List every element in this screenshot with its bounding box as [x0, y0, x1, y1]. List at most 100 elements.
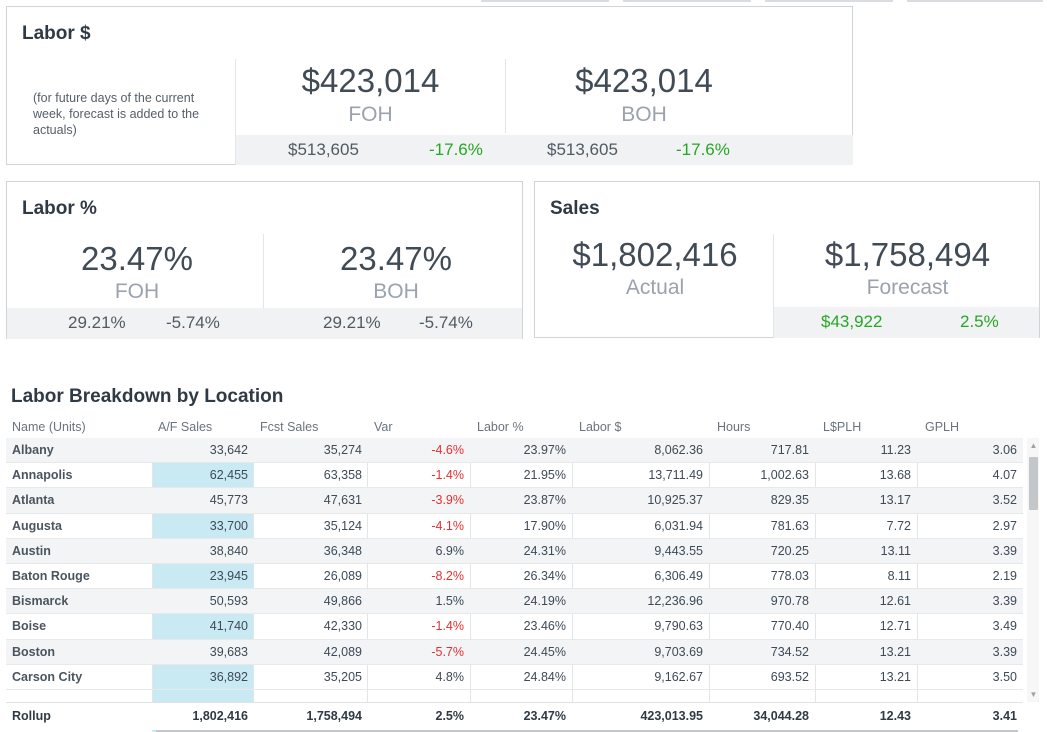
var-cell: 4.8%	[435, 669, 465, 684]
labor-percent-cell: 17.90%	[523, 518, 566, 533]
labor-dollars-cell: 9,162.67	[654, 669, 703, 684]
af-sales-cell: 62,455	[209, 468, 248, 483]
fcst-sales-cell: 42,330	[323, 619, 362, 634]
labor-percent-cell: 21.95%	[523, 468, 566, 483]
labor-percent-cell: 24.19%	[523, 594, 566, 609]
col-header-lsplh[interactable]: L$PLH	[823, 420, 862, 434]
col-header-labor-dollars[interactable]: Labor $	[579, 420, 622, 434]
column-separator	[152, 438, 153, 708]
var-cell: -8.2%	[431, 569, 464, 583]
table-row[interactable]: Austin 38,840 36,348 6.9% 24.31% 9,443.55 720.…	[6, 538, 1023, 564]
sales-title: Sales	[550, 198, 600, 219]
scroll-down-icon[interactable]: ▼	[1029, 690, 1038, 699]
af-sales-cell: 23,945	[209, 569, 248, 583]
vertical-scrollbar[interactable]: ▲ ▼	[1027, 438, 1039, 702]
top-tab-stub[interactable]	[907, 0, 1043, 2]
boh-labor-dollars-value: $423,014	[575, 62, 713, 99]
divider	[505, 59, 506, 133]
af-sales-cell: 41,740	[209, 619, 248, 634]
labor-percent-cell: 23.87%	[523, 493, 566, 508]
top-tab-stub[interactable]	[623, 0, 751, 2]
col-header-var[interactable]: Var	[374, 420, 393, 434]
hours-cell: 720.25	[770, 543, 809, 558]
labor-dollars-cell: 13,711.49	[648, 468, 703, 483]
sales-difference-percent: 2.5%	[960, 312, 999, 331]
column-separator	[917, 438, 918, 708]
sales-actual-value: $1,802,416	[572, 236, 738, 273]
lsplh-cell: 13.21	[879, 644, 911, 659]
labor-percent-cell: 24.84%	[523, 669, 566, 684]
labor-percent-cell: 26.34%	[523, 569, 566, 583]
table-row[interactable]: Augusta 33,700 35,124 -4.1% 17.90% 6,031.94 78…	[6, 514, 1023, 539]
labor-percent-cell: 24.31%	[523, 543, 566, 558]
var-cell: 1.5%	[435, 594, 465, 609]
rollup-lsplh: 12.43	[879, 709, 911, 723]
labor-dollars-cell: 9,790.63	[654, 619, 703, 634]
col-header-af-sales[interactable]: A/F Sales	[158, 420, 213, 434]
foh-label: FOH	[114, 280, 160, 303]
col-header-gplh[interactable]: GPLH	[925, 420, 960, 434]
labor-percent-card: Labor % 23.47% FOH 23.47% BOH 29.21% -5.…	[6, 181, 523, 339]
foh-label: FOH	[348, 103, 393, 126]
labor-dollars-title: Labor $	[22, 23, 91, 44]
top-tab-stub[interactable]	[765, 0, 893, 2]
scroll-up-icon[interactable]: ▲	[1029, 441, 1038, 450]
hours-cell: 734.52	[770, 644, 809, 659]
table-row[interactable]: Atlanta 45,773 47,631 -3.9% 23.87% 10,925.37 8…	[6, 488, 1023, 514]
boh-label: BOH	[373, 280, 419, 303]
boh-labor-percent-value: 23.47%	[340, 240, 452, 277]
foh-compare-value: 29.21%	[68, 313, 126, 332]
labor-breakdown-table: Name (Units) A/F Sales Fcst Sales Var La…	[6, 417, 1041, 732]
location-name: Austin	[12, 543, 51, 558]
table-row[interactable]: Annapolis 62,455 63,358 -1.4% 21.95% 13,711.4…	[6, 463, 1023, 489]
var-cell: -4.1%	[431, 518, 464, 533]
table-row[interactable]: Albany 33,642 35,274 -4.6% 23.97% 8,062.36 717…	[6, 438, 1023, 464]
labor-dollars-cell: 9,443.55	[654, 543, 703, 558]
sales-actual-label: Actual	[625, 276, 685, 299]
column-separator	[367, 438, 368, 708]
table-row[interactable]: Boise 41,740 42,330 -1.4% 23.46% 9,790.63 770.…	[6, 614, 1023, 640]
lsplh-cell: 12.71	[879, 619, 911, 634]
labor-dollars-cell: 10,925.37	[647, 493, 703, 508]
lsplh-cell: 13.11	[880, 543, 911, 558]
col-header-hours[interactable]: Hours	[717, 420, 751, 434]
location-name: Baton Rouge	[12, 569, 90, 583]
gplh-cell: 3.52	[992, 493, 1017, 508]
column-separator	[253, 438, 254, 708]
location-name: Albany	[12, 443, 54, 457]
var-cell: 6.9%	[435, 543, 465, 558]
table-row[interactable]: Boston 39,683 42,089 -5.7% 24.45% 9,703.69 734…	[6, 639, 1023, 665]
table-row[interactable]: Baton Rouge 23,945 26,089 -8.2% 26.34% 6,306.…	[6, 564, 1023, 590]
af-sales-cell: 33,700	[209, 518, 248, 533]
rollup-hours: 34,044.28	[753, 709, 809, 723]
lsplh-cell: 8.11	[887, 569, 911, 583]
var-cell: -1.4%	[431, 468, 464, 483]
sales-card: Sales $1,802,416 Actual $1,758,494 Forec…	[534, 181, 1040, 338]
hours-cell: 1,002.63	[760, 468, 809, 483]
lsplh-cell: 12.61	[879, 594, 911, 609]
top-tab-stub[interactable]	[481, 0, 609, 2]
af-sales-cell: 50,593	[209, 594, 248, 609]
foh-variance: -5.74%	[166, 313, 220, 332]
af-sales-cell: 45,773	[209, 493, 248, 508]
gplh-cell: 4.07	[992, 468, 1017, 483]
labor-dollars-card: Labor $ (for future days of the current …	[6, 6, 853, 165]
labor-dollars-cell: 12,236.96	[647, 594, 703, 609]
fcst-sales-cell: 26,089	[323, 569, 362, 583]
af-sales-highlight-column	[152, 438, 253, 732]
fcst-sales-cell: 47,631	[323, 493, 362, 508]
horizontal-scrollbar[interactable]	[156, 730, 1018, 732]
labor-percent-cell: 23.97%	[523, 443, 566, 457]
foh-compare-value: $513,605	[288, 140, 359, 159]
column-separator	[572, 438, 573, 708]
boh-compare-value: 29.21%	[323, 313, 381, 332]
boh-label: BOH	[621, 103, 667, 126]
forecast-note: (for future days of the current week, fo…	[33, 91, 200, 137]
table-row[interactable]: Bismarck 50,593 49,866 1.5% 24.19% 12,236.96 9…	[6, 589, 1023, 615]
table-row[interactable]: Carson City 36,892 35,205 4.8% 24.84% 9,162.6…	[6, 665, 1023, 690]
rollup-af-sales: 1,802,416	[192, 709, 248, 723]
col-header-name[interactable]: Name (Units)	[12, 420, 86, 434]
col-header-fcst-sales[interactable]: Fcst Sales	[260, 420, 319, 434]
scrollbar-thumb[interactable]	[1029, 457, 1038, 510]
col-header-labor-percent[interactable]: Labor %	[477, 420, 524, 434]
